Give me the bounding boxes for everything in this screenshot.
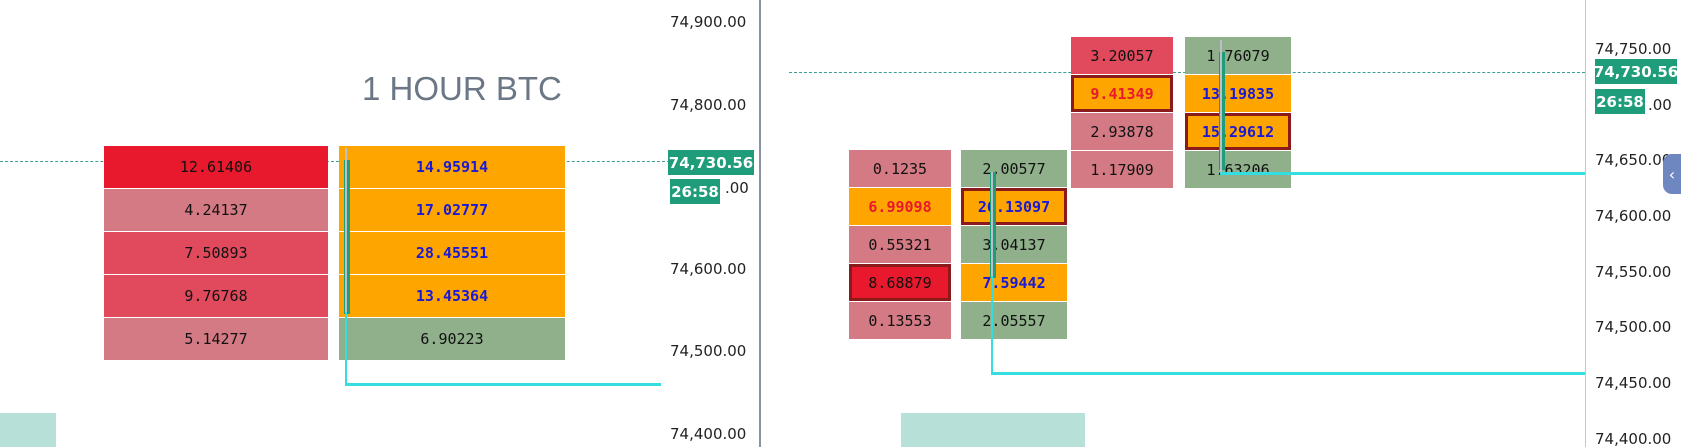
ask-volume-cell: 13.45364	[339, 275, 565, 317]
ask-volume-cell: 13.19835	[1185, 75, 1291, 112]
candle-body	[344, 160, 350, 314]
price-label: 74,500.00	[670, 342, 747, 360]
bid-volume-cell: 0.13553	[849, 302, 951, 339]
price-label: 74,900.00	[670, 13, 747, 31]
panel-divider	[759, 0, 761, 447]
price-label: 74,600.00	[1595, 207, 1672, 225]
ask-volume-cell: 15.29612	[1185, 113, 1291, 150]
price-label: 74,400.00	[670, 425, 747, 443]
price-label: 74,800.00	[670, 96, 747, 114]
bid-volume-cell: 9.76768	[104, 275, 328, 317]
vwap-line-vertical	[991, 276, 993, 374]
price-label: 74,400.00	[1595, 430, 1672, 448]
price-label: 74,500.00	[1595, 318, 1672, 336]
last-price-line	[0, 161, 670, 162]
axis-border	[1585, 0, 1586, 447]
price-label: 74,650.00	[1595, 151, 1672, 169]
bid-volume-cell: 1.17909	[1071, 151, 1173, 188]
bid-volume-cell: 5.14277	[104, 318, 328, 360]
bid-volume-cell: 2.93878	[1071, 113, 1173, 150]
vwap-line-vertical	[345, 312, 347, 385]
bid-volume-cell: 4.24137	[104, 189, 328, 231]
vwap-line	[345, 383, 661, 386]
ask-volume-cell: 14.95914	[339, 146, 565, 188]
bid-volume-cell: 12.61406	[104, 146, 328, 188]
ask-volume-cell: 2.05557	[961, 302, 1067, 339]
countdown-tag: 26:58	[670, 179, 720, 204]
price-label: 74,550.00	[1595, 263, 1672, 281]
candle-wick	[991, 172, 993, 374]
ask-volume-cell: 2.00577	[961, 150, 1067, 187]
candle-wick	[345, 148, 347, 386]
bid-volume-cell: 7.50893	[104, 232, 328, 274]
chart-title: 1 HOUR BTC	[362, 70, 562, 107]
bid-volume-cell: 6.99098	[849, 188, 951, 225]
price-label: 74,600.00	[670, 260, 747, 278]
volume-bar	[901, 413, 1085, 447]
ask-volume-cell: 1.76079	[1185, 37, 1291, 74]
left-price-axis[interactable]: 74,900.00 74,800.00 .00 74,600.00 74,500…	[664, 0, 760, 447]
bid-volume-cell: 0.55321	[849, 226, 951, 263]
price-label: 74,750.00	[1595, 40, 1672, 58]
last-price-tag: 74,730.56	[668, 150, 754, 175]
ask-volume-cell: 3.04137	[961, 226, 1067, 263]
bid-volume-cell: 0.1235	[849, 150, 951, 187]
ask-volume-cell: 7.59442	[961, 264, 1067, 301]
price-label: .00	[1648, 96, 1672, 114]
ask-volume-cell: 6.90223	[339, 318, 565, 360]
candle-body	[990, 172, 996, 278]
bid-volume-cell: 8.68879	[849, 264, 951, 301]
ask-volume-cell: 28.45551	[339, 232, 565, 274]
right-price-axis[interactable]: 74,750.00 .00 74,650.00 74,600.00 74,550…	[1585, 0, 1688, 448]
countdown-tag: 26:58	[1595, 89, 1645, 114]
last-price-tag: 74,730.56	[1594, 59, 1678, 84]
ask-volume-cell: 1.63206	[1185, 151, 1291, 188]
ask-volume-cell: 17.02777	[339, 189, 565, 231]
ask-volume-cell: 26.13097	[961, 188, 1067, 225]
price-label: 74,450.00	[1595, 374, 1672, 392]
bid-volume-cell: 9.41349	[1071, 75, 1173, 112]
left-chart-panel[interactable]: 1 HOUR BTC 12.61406 4.24137 7.50893 9.76768…	[0, 0, 670, 447]
volume-bar	[0, 413, 56, 447]
candle-body	[1219, 52, 1225, 170]
candle-wick	[1220, 40, 1222, 175]
price-label: .00	[725, 179, 749, 197]
right-chart-panel[interactable]: 0.1235 6.99098 0.55321 8.68879 0.13553 2.005…	[761, 0, 1585, 447]
chevron-left-icon: ‹	[1668, 164, 1676, 184]
vwap-line	[1220, 172, 1585, 175]
vwap-line	[991, 372, 1585, 375]
bid-volume-cell: 3.20057	[1071, 37, 1173, 74]
collapse-panel-handle[interactable]: ‹	[1663, 154, 1681, 194]
